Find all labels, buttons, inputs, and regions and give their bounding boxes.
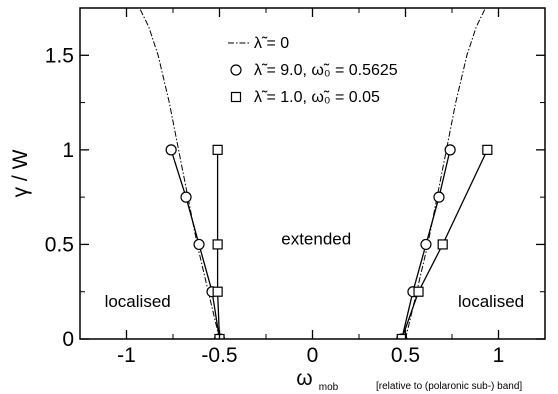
series-line-3: [216, 149, 221, 339]
legend-label-2: λ̃ = 9.0, ω̃₀ = 0.5625: [254, 62, 398, 79]
plot-area: [139, 8, 493, 339]
legend-swatch-3: [230, 91, 242, 103]
x-tick-label: 1: [493, 344, 505, 367]
square-marker: [212, 144, 223, 155]
plot-frame: [79, 7, 546, 340]
circle-marker: [420, 238, 432, 251]
square-marker: [413, 286, 424, 297]
series-group: [139, 8, 493, 339]
y-tick-label: 1: [62, 139, 74, 162]
region-annotation: localised: [105, 292, 171, 311]
legend-label-3: λ̃ = 1.0, ω̃₀ = 0.05: [254, 89, 380, 106]
x-axis-subscript: mob: [319, 382, 339, 393]
square-marker: [437, 239, 448, 250]
region-annotation: localised: [458, 292, 524, 311]
y-axis-title: γ / W: [9, 149, 32, 197]
y-tick-label: 1.5: [45, 44, 74, 67]
circle-marker: [165, 144, 177, 156]
series-line-3: [401, 149, 488, 339]
circle-marker: [433, 191, 445, 203]
x-tick-label: -1: [117, 344, 136, 367]
labels: extended localised localised γ / W ω mob [rela…: [9, 149, 524, 393]
x-axis-note: [relative to (polaronic sub-) band]: [376, 381, 522, 392]
x-axis-title: ω: [296, 367, 312, 390]
x-tick-label: 0: [307, 344, 319, 367]
circle-marker: [444, 144, 456, 156]
circle-marker: [180, 191, 192, 203]
legend: λ̃ = 0 λ̃ = 9.0, ω̃₀ = 0.5625 λ̃ = 1.0, ω̃…: [228, 35, 398, 106]
square-marker: [212, 286, 223, 297]
x-tick-label: 0.5: [391, 344, 420, 367]
square-marker: [396, 333, 407, 339]
y-tick-label: 0: [62, 328, 74, 351]
legend-swatch-2: [230, 64, 242, 76]
square-marker: [482, 144, 493, 155]
legend-label-1: λ̃ = 0: [254, 35, 289, 52]
y-tick-label: 0.5: [45, 233, 74, 256]
x-tick-label: -0.5: [201, 344, 237, 367]
circle-marker: [193, 238, 205, 251]
region-annotation: extended: [281, 229, 351, 248]
square-marker: [212, 239, 223, 250]
axes: -1 -0.5 0 0.5 1 0 0.5 1 1.5: [45, 7, 546, 367]
